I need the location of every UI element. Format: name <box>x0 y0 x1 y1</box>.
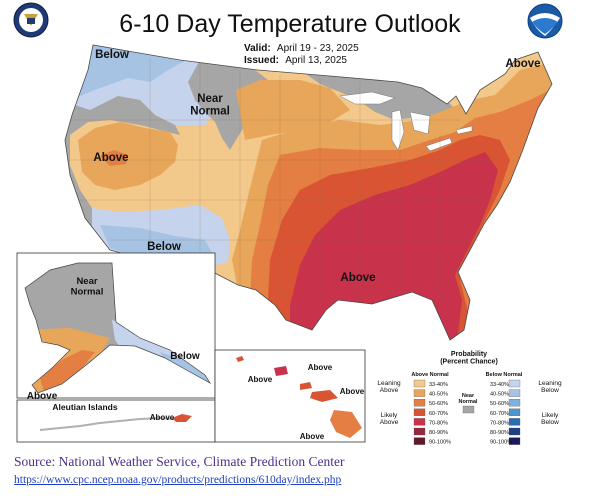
legend-above-range-1: 33-40% <box>429 382 448 388</box>
label-below-nw: Below <box>95 49 129 61</box>
legend-below-range-5: 70-80% <box>490 420 509 426</box>
west-above-core <box>100 150 128 166</box>
aleutian-inset: Aleutian Islands Above <box>16 399 216 443</box>
page-title: 6-10 Day Temperature Outlook <box>119 10 461 38</box>
legend-below-swatch-6 <box>508 427 521 436</box>
legend-title: Probability (Percent Chance) <box>440 351 498 366</box>
hawaii-big-island <box>330 410 362 438</box>
legend-above-range-5: 70-80% <box>429 420 448 426</box>
hawaii-maui-group <box>310 390 338 402</box>
legend-near-swatch <box>462 405 475 414</box>
header: 6-10 Day Temperature Outlook Valid: Apri… <box>13 2 563 66</box>
source-link[interactable]: https://www.cpc.ncep.noaa.gov/products/p… <box>14 474 342 486</box>
legend-above-range-6: 80-90% <box>429 430 448 436</box>
legend-likely-below: Likely Below <box>541 412 559 426</box>
legend-below-range-1: 33-40% <box>490 382 509 388</box>
label-hawaii-above-1: Above <box>308 363 333 372</box>
source-credit: Source: National Weather Service, Climat… <box>14 454 345 469</box>
legend-below-range-3: 50-60% <box>490 401 509 407</box>
legend-below-header: Below Normal <box>486 372 523 378</box>
state-borders <box>68 58 500 310</box>
legend-above-swatch-3 <box>413 399 426 407</box>
legend-above-swatch-1 <box>413 379 426 388</box>
alaska-inset: Near Normal Below Above <box>16 252 216 402</box>
legend-above-swatch-2 <box>413 389 426 397</box>
lake-superior <box>339 91 396 105</box>
alaska-south-above-core <box>40 350 95 393</box>
legend-above-swatch-5 <box>413 418 426 426</box>
aleutian-islands-above <box>172 414 192 422</box>
legend-below-rows: 33-40% 40-50% 50-60% 60-70% 70-80% 80-90% 90-1… <box>490 379 521 446</box>
alaska-outline <box>24 262 212 394</box>
label-alaska-below: Below <box>170 351 200 362</box>
legend-below-swatch-2 <box>508 389 521 397</box>
noaa-logo <box>527 3 563 39</box>
label-hawaii-above-3: Above <box>340 387 365 396</box>
legend-below-swatch-7 <box>508 437 521 445</box>
legend-below-range-7: 90-100% <box>490 440 512 446</box>
valid-label: Valid: <box>244 43 271 54</box>
legend-above-range-3: 50-60% <box>429 401 448 407</box>
issued-value: April 13, 2025 <box>285 55 347 66</box>
legend-below-swatch-5 <box>508 418 521 426</box>
lake-huron <box>409 111 431 135</box>
legend-below-swatch-3 <box>508 399 521 407</box>
label-alaska-above: Above <box>27 391 58 402</box>
label-aleutian-above: Above <box>150 413 175 422</box>
label-near-normal: Near Normal <box>190 93 230 118</box>
valid-value: April 19 - 23, 2025 <box>277 43 359 54</box>
valid-line: Valid: April 19 - 23, 2025 <box>244 43 359 54</box>
hawaii-inset: Above Above Above Above <box>214 349 366 443</box>
aleutian-title: Aleutian Islands <box>52 402 117 412</box>
nw-below-inner <box>65 45 200 100</box>
legend-below-range-4: 60-70% <box>490 411 509 417</box>
legend: Probability (Percent Chance) Above Normal… <box>377 351 562 446</box>
legend-below-swatch-1 <box>508 379 521 388</box>
legend-leaning-above: Leaning Above <box>377 380 401 394</box>
lake-erie <box>425 137 453 152</box>
near-normal-central-north <box>188 60 268 150</box>
hawaii-oahu <box>300 382 312 390</box>
legend-above-swatch-6 <box>413 427 426 436</box>
label-alaska-near-normal: Near Normal <box>71 276 104 297</box>
label-hawaii-above-2: Above <box>248 375 273 384</box>
legend-above-swatch-4 <box>413 408 426 416</box>
legend-likely-above: Likely Above <box>380 412 399 426</box>
label-above-w: Above <box>93 152 128 164</box>
legend-below-range-6: 80-90% <box>490 430 509 436</box>
legend-above-header: Above Normal <box>411 372 449 378</box>
west-above-moderate <box>78 122 178 190</box>
lake-ontario <box>455 125 473 135</box>
issued-line: Issued: April 13, 2025 <box>244 55 347 66</box>
legend-leaning-below: Leaning Below <box>538 380 562 394</box>
label-hawaii-above-4: Above <box>300 432 325 441</box>
legend-above-range-2: 40-50% <box>429 392 448 398</box>
label-above-se: Above <box>340 272 375 284</box>
legend-near-header: Near Normal <box>459 393 478 405</box>
legend-below-swatch-4 <box>508 408 521 416</box>
legend-above-range-7: 90-100% <box>429 440 451 446</box>
label-below-sw: Below <box>147 241 181 253</box>
aleutian-islands-chain <box>39 416 186 431</box>
legend-above-rows: 33-40% 40-50% 50-60% 60-70% 70-80% 80-90% 90-1… <box>413 379 451 446</box>
hawaii-niihau <box>236 356 244 362</box>
legend-below-range-2: 40-50% <box>490 392 509 398</box>
commerce-seal-logo <box>13 2 49 38</box>
hawaii-kauai <box>274 366 288 376</box>
label-above-ne: Above <box>505 58 540 70</box>
legend-above-range-4: 60-70% <box>429 411 448 417</box>
legend-above-swatch-7 <box>413 437 426 445</box>
issued-label: Issued: <box>244 55 279 66</box>
